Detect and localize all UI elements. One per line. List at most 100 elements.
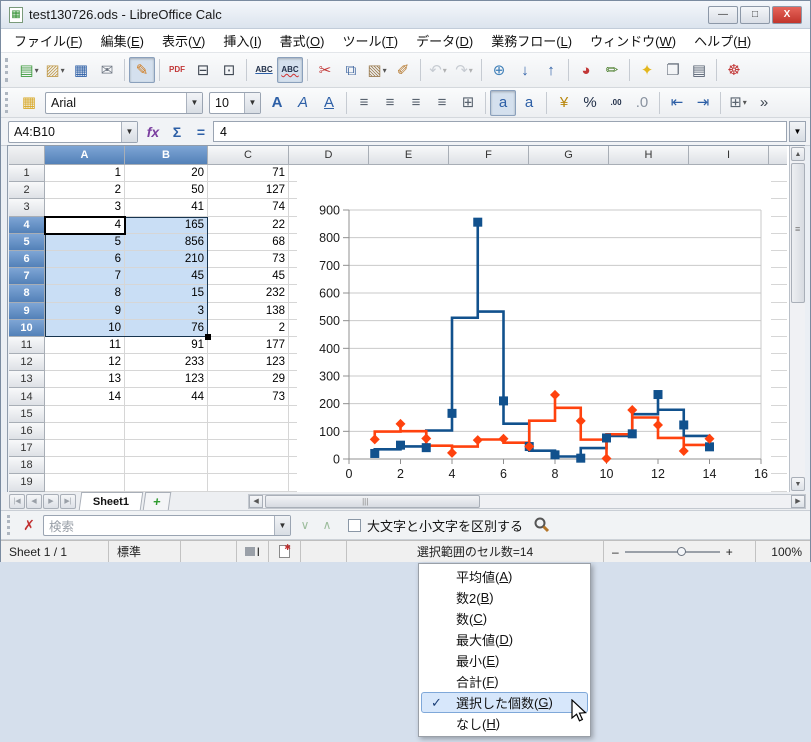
menu-item-i[interactable]: 挿入(I) [223, 34, 262, 49]
maximize-button[interactable]: □ [740, 5, 770, 24]
toolbar-grip[interactable] [5, 92, 12, 113]
cell-b15[interactable] [125, 405, 208, 423]
merge-cells-button[interactable]: ⊞ [455, 90, 481, 116]
navigator-button[interactable]: ✦ [634, 57, 660, 83]
data-sources-button[interactable]: ▤ [686, 57, 712, 83]
previous-sheet-button[interactable]: ◀ [26, 493, 42, 509]
bold-button[interactable]: A [264, 90, 290, 116]
align-right-button[interactable]: ≡ [403, 90, 429, 116]
selection-mode-icon[interactable]: I [237, 541, 269, 562]
number-format-percent-button[interactable]: % [577, 90, 603, 116]
spelling-button[interactable]: ABC [251, 57, 277, 83]
row-header-18[interactable]: 18 [9, 457, 45, 475]
page-preview-button[interactable]: ⊡ [216, 57, 242, 83]
scroll-up-icon[interactable]: ▲ [791, 147, 805, 161]
redo-dropdown-icon[interactable]: ▾ [468, 65, 473, 75]
row-header-1[interactable]: 1 [9, 165, 45, 183]
horizontal-scroll-thumb[interactable] [265, 494, 481, 508]
sum-icon[interactable]: Σ [172, 123, 182, 140]
menu-item-w[interactable]: ウィンドウ(W) [590, 34, 677, 49]
search-dropdown-icon[interactable]: ▼ [274, 515, 290, 535]
cell-b8[interactable]: 15 [125, 285, 208, 303]
save-button[interactable]: ▦ [68, 57, 94, 83]
menu-item-o[interactable]: 書式(O) [279, 34, 325, 49]
cell-b19[interactable] [125, 474, 208, 492]
row-header-4[interactable]: 4 [9, 216, 45, 234]
column-header-i[interactable]: I [689, 146, 769, 165]
sheet-position[interactable]: Sheet 1 / 1 [1, 541, 109, 562]
cell-b14[interactable]: 44 [125, 388, 208, 406]
email-document-button[interactable]: ✉ [94, 57, 120, 83]
delete-decimal-place-button[interactable]: .0 [629, 90, 655, 116]
menu-item-d[interactable]: データ(D) [416, 34, 474, 49]
format-cells-button[interactable]: ▦ [16, 90, 42, 116]
cell-b6[interactable]: 210 [125, 250, 208, 269]
row-header-11[interactable]: 11 [9, 336, 45, 355]
row-header-3[interactable]: 3 [9, 199, 45, 217]
column-header-f[interactable]: F [449, 146, 529, 165]
underline-button[interactable]: A [316, 90, 342, 116]
cell-a15[interactable] [45, 405, 125, 423]
increase-indent-button[interactable]: ⇥ [690, 90, 716, 116]
cell-c16[interactable] [208, 422, 289, 440]
row-header-14[interactable]: 14 [9, 388, 45, 406]
document-modified-icon[interactable] [269, 541, 301, 562]
cell-b13[interactable]: 123 [125, 371, 208, 389]
auto-spellcheck-button[interactable]: ABC [277, 57, 303, 83]
cell-a2[interactable]: 2 [45, 182, 125, 200]
column-header-b[interactable]: B [125, 146, 208, 165]
zoom-slider[interactable]: – + [604, 541, 756, 562]
function-icon[interactable]: = [196, 123, 206, 140]
cell-c6[interactable]: 73 [208, 250, 289, 269]
italic-button[interactable]: A [290, 90, 316, 116]
font-name-dropdown-icon[interactable]: ▼ [186, 92, 202, 113]
cell-c3[interactable]: 74 [208, 199, 289, 217]
column-header-c[interactable]: C [208, 146, 289, 165]
align-center-button[interactable]: ≡ [377, 90, 403, 116]
scroll-left-icon[interactable]: ◀ [249, 494, 264, 508]
copy-button[interactable]: ⧉ [338, 57, 364, 83]
row-header-12[interactable]: 12 [9, 354, 45, 372]
name-box[interactable]: A4:B10 ▼ [8, 120, 138, 143]
clone-formatting-button[interactable]: ✐ [390, 57, 416, 83]
selection-count-status[interactable]: 選択範囲のセル数=14 [347, 541, 604, 562]
borders-dropdown-icon[interactable]: ▾ [742, 98, 747, 107]
row-header-13[interactable]: 13 [9, 371, 45, 389]
zoom-track[interactable] [624, 546, 720, 556]
decrease-indent-button[interactable]: ⇤ [664, 90, 690, 116]
vertical-scroll-thumb[interactable] [791, 163, 805, 303]
open-dropdown-icon[interactable]: ▾ [60, 65, 65, 75]
print-button[interactable]: ⊟ [190, 57, 216, 83]
row-header-16[interactable]: 16 [9, 422, 45, 440]
cell-c18[interactable] [208, 457, 289, 475]
cell-b11[interactable]: 91 [125, 336, 208, 355]
align-left-button[interactable]: ≡ [351, 90, 377, 116]
cell-a11[interactable]: 11 [45, 336, 125, 355]
menu-item-f[interactable]: ファイル(F) [14, 34, 83, 49]
formula-bar-expand-icon[interactable]: ▼ [789, 121, 806, 142]
cell-c1[interactable]: 71 [208, 165, 289, 183]
toolbar-grip[interactable] [5, 58, 12, 82]
cell-b10[interactable]: 76 [125, 319, 208, 337]
cell-a1[interactable]: 1 [45, 165, 125, 183]
cell-c12[interactable]: 123 [208, 354, 289, 372]
cell-b2[interactable]: 50 [125, 182, 208, 200]
menu-item-v[interactable]: 表示(V) [162, 34, 206, 49]
column-header-a[interactable]: A [45, 146, 125, 165]
cell-a8[interactable]: 8 [45, 285, 125, 303]
close-findbar-icon[interactable]: ✗ [23, 516, 35, 533]
draw-functions-button[interactable]: ✏ [599, 57, 625, 83]
horizontal-scrollbar[interactable]: ◀ ▶ [248, 493, 806, 509]
cell-c7[interactable]: 45 [208, 268, 289, 286]
zoom-in-icon[interactable]: + [725, 544, 733, 559]
cell-c2[interactable]: 127 [208, 182, 289, 200]
cell-c13[interactable]: 29 [208, 371, 289, 389]
vertical-scrollbar[interactable]: ▲ ▼ [789, 146, 805, 492]
cell-a6[interactable]: 6 [45, 250, 125, 269]
context-menu-item-a[interactable]: 平均値(A) [456, 569, 513, 585]
page-style[interactable]: 標準 [109, 541, 181, 562]
cell-b9[interactable]: 3 [125, 302, 208, 320]
undo-dropdown-icon[interactable]: ▾ [442, 65, 447, 75]
cell-c5[interactable]: 68 [208, 233, 289, 251]
cut-button[interactable]: ✂ [312, 57, 338, 83]
